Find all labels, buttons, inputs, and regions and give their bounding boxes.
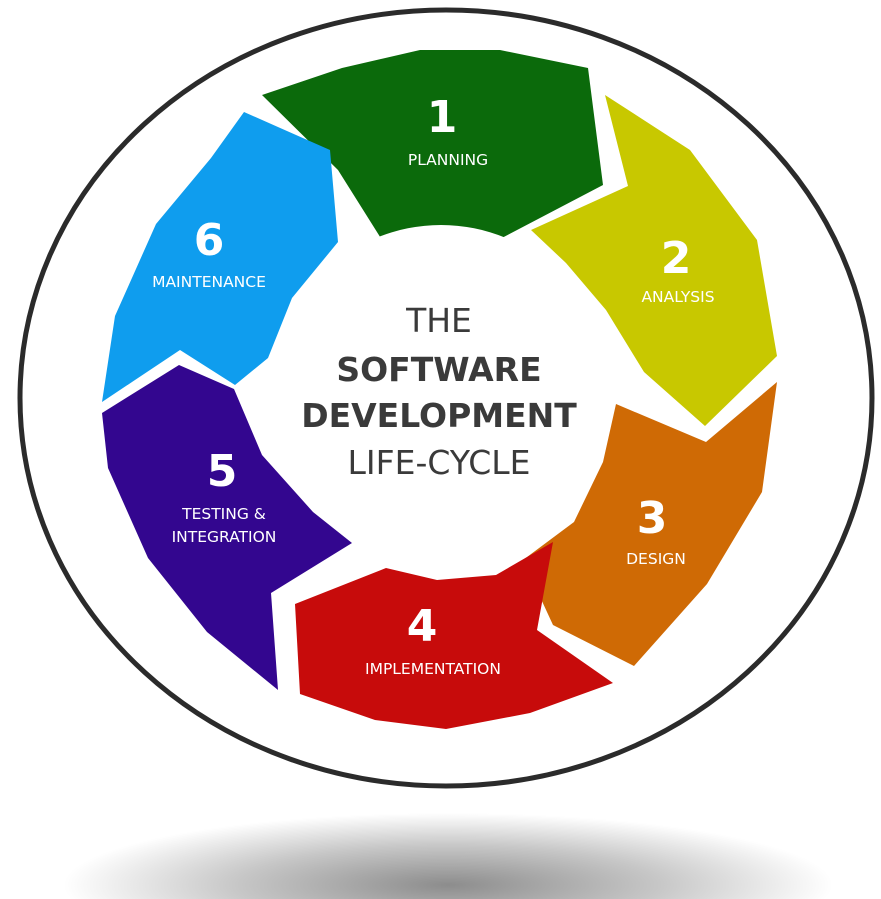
segment-planning-number: 1 xyxy=(427,92,458,143)
center-title-line1: THE xyxy=(405,301,472,340)
segment-implementation-number: 4 xyxy=(407,601,438,652)
segment-planning xyxy=(262,50,603,240)
center-title-line2: SOFTWARE xyxy=(336,350,541,389)
segment-analysis-label: ANALYSIS xyxy=(641,288,714,306)
segment-analysis-number: 2 xyxy=(661,233,692,284)
segment-implementation xyxy=(295,542,613,729)
segment-maintenance-label: MAINTENANCE xyxy=(152,273,266,291)
segment-design-label: DESIGN xyxy=(626,550,686,568)
segment-design-number: 3 xyxy=(637,493,668,544)
drop-shadow xyxy=(63,813,833,899)
segment-testing-label-line2: INTEGRATION xyxy=(172,528,277,546)
segment-maintenance xyxy=(102,112,338,402)
segment-planning-label: PLANNING xyxy=(408,151,488,169)
center-title-line4: LIFE-CYCLE xyxy=(348,443,531,482)
segment-testing-label-line1: TESTING & xyxy=(181,505,266,523)
segment-testing-number: 5 xyxy=(207,446,238,497)
segment-implementation-label: IMPLEMENTATION xyxy=(365,660,501,678)
center-title-line3: DEVELOPMENT xyxy=(301,396,577,435)
segment-maintenance-number: 6 xyxy=(194,215,225,266)
segment-testing xyxy=(102,365,352,690)
segment-design xyxy=(523,382,777,666)
center-circle xyxy=(271,225,611,565)
segment-analysis xyxy=(531,95,777,426)
